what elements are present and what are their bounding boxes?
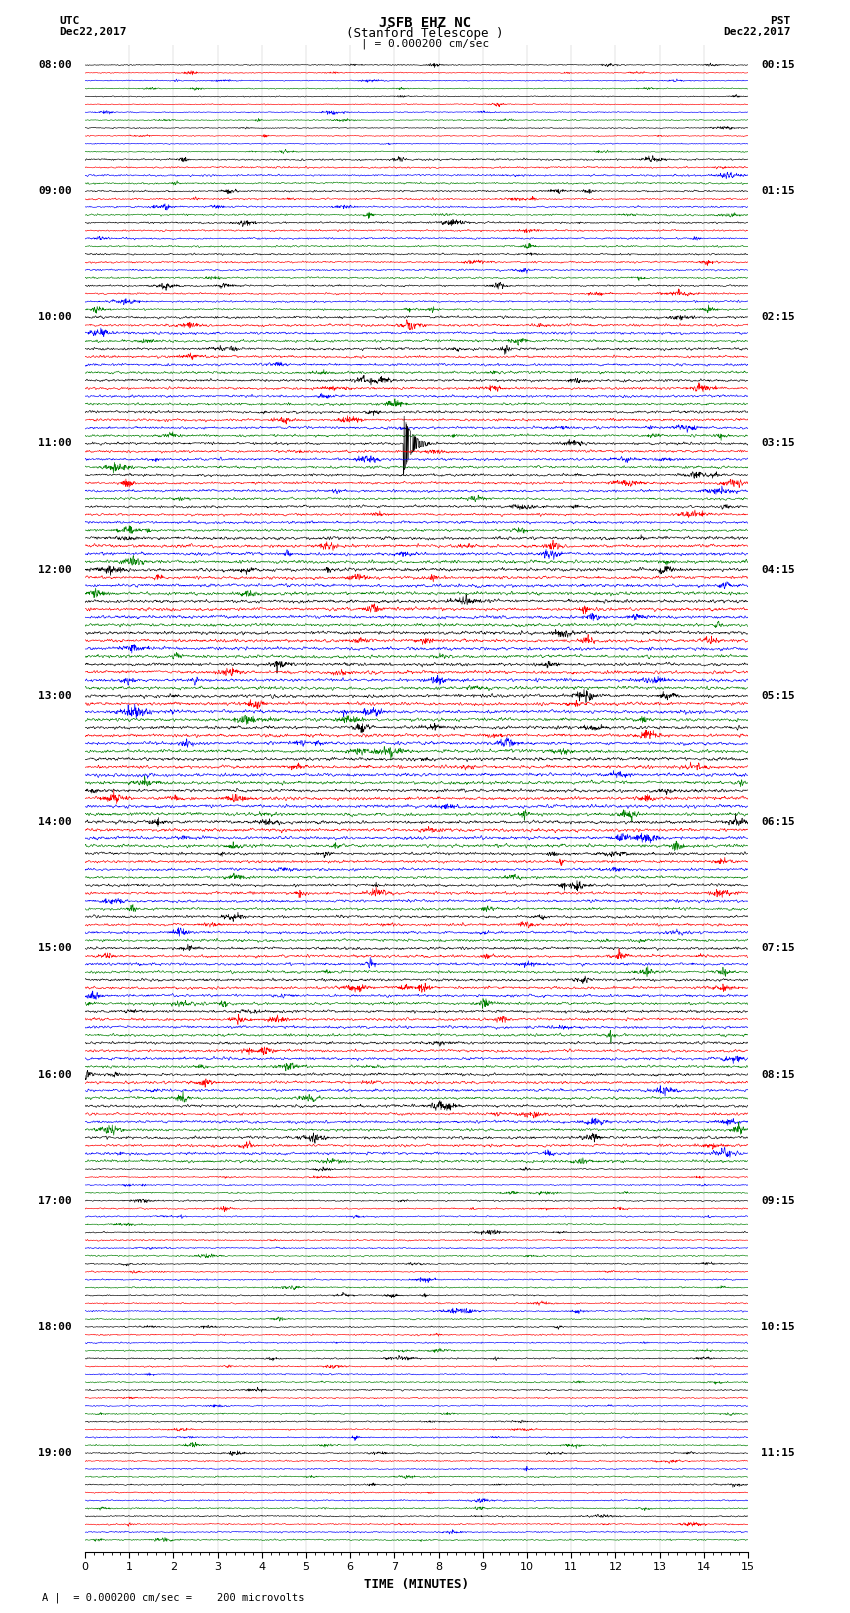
Text: 16:00: 16:00 [38, 1069, 71, 1079]
Text: 06:15: 06:15 [762, 818, 795, 827]
Text: 03:15: 03:15 [762, 439, 795, 448]
Text: 11:00: 11:00 [38, 439, 71, 448]
Text: UTC: UTC [60, 16, 80, 26]
Text: 19:00: 19:00 [38, 1448, 71, 1458]
Text: 17:00: 17:00 [38, 1195, 71, 1205]
Text: 15:00: 15:00 [38, 944, 71, 953]
Text: 13:00: 13:00 [38, 690, 71, 702]
Text: 08:00: 08:00 [38, 60, 71, 69]
Text: 01:15: 01:15 [762, 185, 795, 197]
Text: (Stanford Telescope ): (Stanford Telescope ) [346, 27, 504, 40]
Text: 04:15: 04:15 [762, 565, 795, 574]
Text: A |  = 0.000200 cm/sec =    200 microvolts: A | = 0.000200 cm/sec = 200 microvolts [42, 1592, 305, 1603]
Text: 07:15: 07:15 [762, 944, 795, 953]
Text: 02:15: 02:15 [762, 313, 795, 323]
Text: PST: PST [770, 16, 790, 26]
Text: 00:15: 00:15 [762, 60, 795, 69]
Text: 05:15: 05:15 [762, 690, 795, 702]
Text: 12:00: 12:00 [38, 565, 71, 574]
Text: | = 0.000200 cm/sec: | = 0.000200 cm/sec [361, 39, 489, 50]
Text: 14:00: 14:00 [38, 818, 71, 827]
Text: JSFB EHZ NC: JSFB EHZ NC [379, 16, 471, 31]
Text: 10:15: 10:15 [762, 1323, 795, 1332]
X-axis label: TIME (MINUTES): TIME (MINUTES) [364, 1578, 469, 1590]
Text: 10:00: 10:00 [38, 313, 71, 323]
Text: 11:15: 11:15 [762, 1448, 795, 1458]
Text: Dec22,2017: Dec22,2017 [60, 27, 127, 37]
Text: 08:15: 08:15 [762, 1069, 795, 1079]
Text: 09:15: 09:15 [762, 1195, 795, 1205]
Text: Dec22,2017: Dec22,2017 [723, 27, 791, 37]
Text: 09:00: 09:00 [38, 185, 71, 197]
Text: 18:00: 18:00 [38, 1323, 71, 1332]
